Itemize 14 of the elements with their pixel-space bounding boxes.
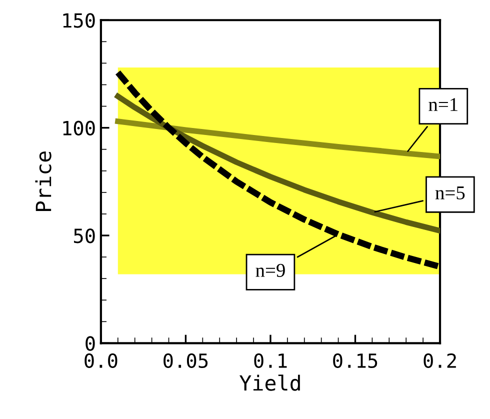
x-axis-title: Yield bbox=[240, 374, 300, 391]
annotation: n=9 bbox=[256, 264, 285, 277]
annotation: n=5 bbox=[435, 186, 465, 200]
x-tick-label: 0.0 bbox=[84, 353, 118, 368]
y-tick-label: 50 bbox=[74, 228, 95, 244]
x-tick-label: 0.15 bbox=[333, 353, 378, 368]
y-tick-label: 150 bbox=[63, 13, 95, 28]
x-tick-label: 0.2 bbox=[424, 353, 456, 368]
annotation: n=1 bbox=[428, 98, 458, 111]
x-tick-label: 0.05 bbox=[164, 353, 208, 368]
y-tick-label: 0 bbox=[86, 336, 95, 351]
y-tick-label: 100 bbox=[63, 120, 95, 136]
y-axis-title: Price bbox=[35, 152, 52, 211]
x-tick-label: 0.1 bbox=[254, 353, 287, 368]
